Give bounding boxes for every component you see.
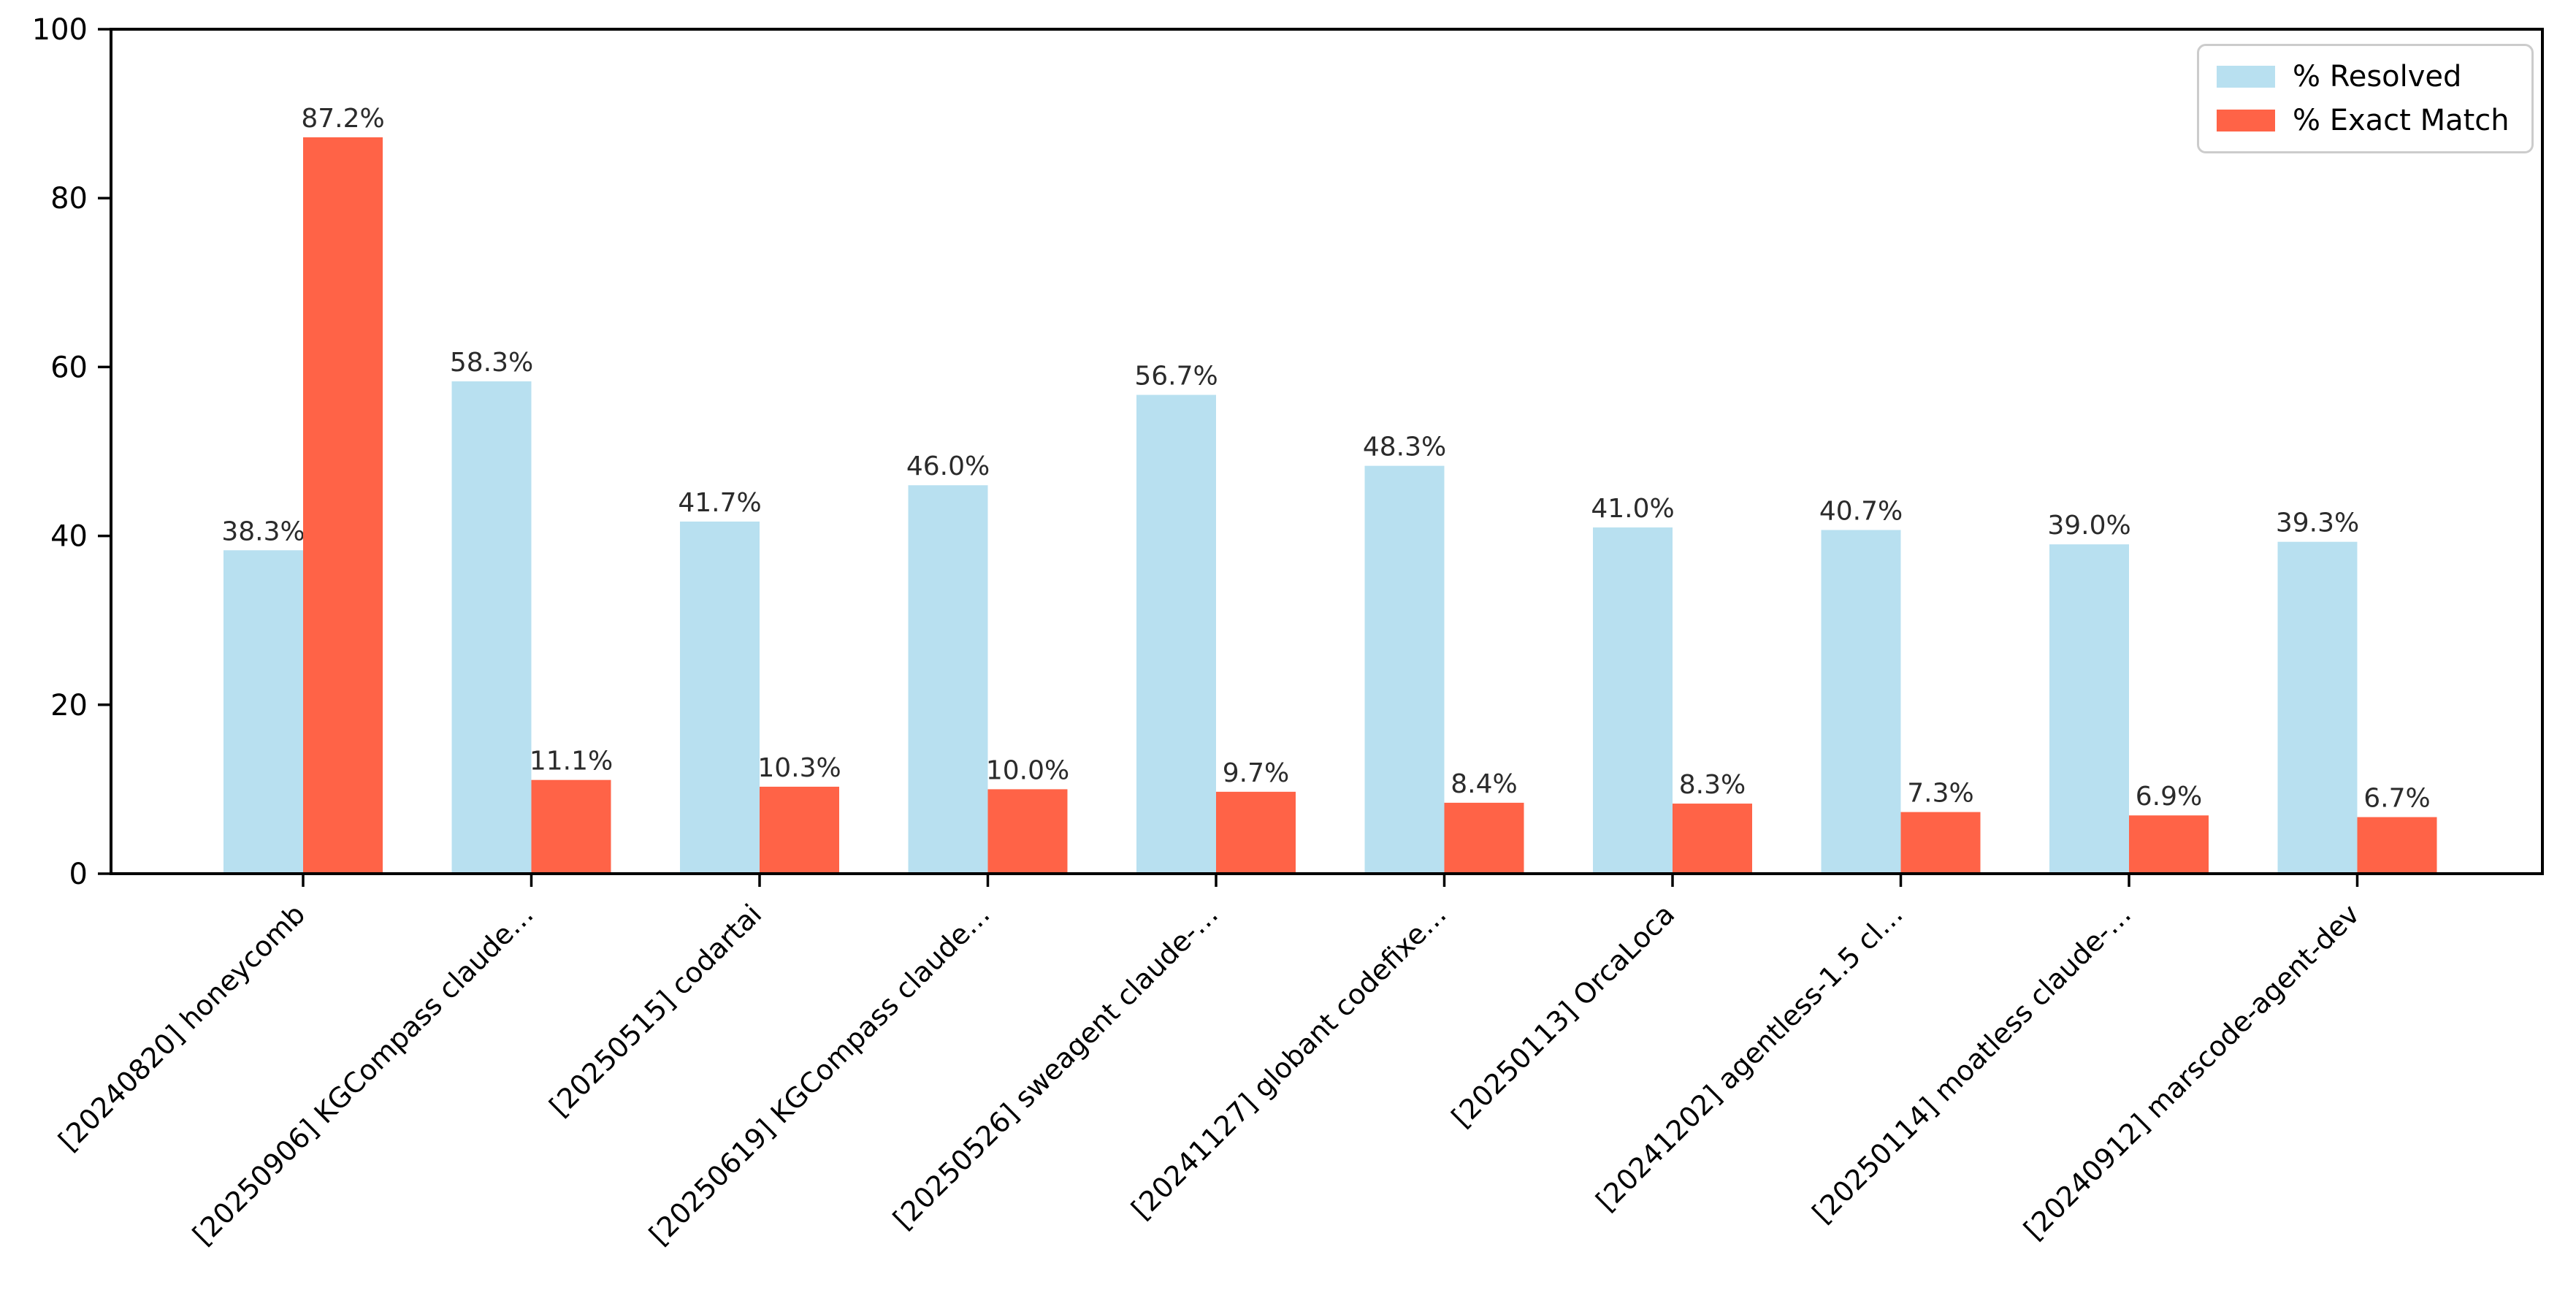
bar-value-label-exact-match-7: 7.3% (1907, 779, 1973, 809)
bar-value-label-resolved-3: 46.0% (906, 451, 990, 481)
legend-item-exact-match: % Exact Match (2217, 104, 2510, 137)
legend-swatch-exact-match (2217, 110, 2275, 131)
bar-value-label-exact-match-5: 8.4% (1451, 769, 1517, 799)
bar-exact-match-9 (2357, 817, 2437, 874)
bar-resolved-4 (1136, 394, 1216, 874)
bar-resolved-7 (1821, 530, 1901, 874)
x-tick-label-6: [20250113] OrcaLoca (1445, 898, 1681, 1133)
bar-value-label-resolved-2: 41.7% (678, 488, 761, 518)
bar-value-label-exact-match-9: 6.7% (2363, 784, 2430, 814)
legend-label-exact-match: % Exact Match (2293, 104, 2510, 137)
y-tick-label-0: 0 (69, 858, 88, 891)
bar-exact-match-8 (2129, 815, 2209, 874)
bar-value-label-exact-match-1: 11.1% (530, 747, 613, 777)
y-tick-label-4: 80 (50, 182, 88, 216)
bar-value-label-resolved-4: 56.7% (1134, 362, 1218, 392)
legend-label-resolved: % Resolved (2293, 60, 2462, 94)
bar-value-label-exact-match-3: 10.0% (986, 755, 1069, 785)
bar-resolved-6 (1593, 527, 1673, 874)
y-tick-label-2: 40 (50, 520, 88, 554)
legend-swatch-resolved (2217, 66, 2275, 88)
bar-exact-match-6 (1673, 804, 1752, 874)
bar-exact-match-0 (303, 137, 383, 874)
bar-value-label-exact-match-8: 6.9% (2136, 782, 2202, 812)
bar-resolved-8 (2049, 544, 2129, 874)
legend-item-resolved: % Resolved (2217, 61, 2510, 93)
bar-value-label-exact-match-0: 87.2% (301, 104, 384, 134)
bar-exact-match-3 (987, 789, 1068, 874)
y-tick-label-1: 20 (50, 689, 88, 722)
bar-value-label-resolved-9: 39.3% (2276, 508, 2359, 538)
bar-exact-match-2 (760, 786, 839, 874)
bar-resolved-3 (908, 485, 988, 874)
bar-value-label-resolved-1: 58.3% (450, 348, 533, 378)
bar-value-label-resolved-7: 40.7% (1819, 497, 1903, 527)
bar-exact-match-5 (1444, 802, 1524, 874)
bar-exact-match-7 (1900, 812, 1981, 874)
bar-value-label-resolved-0: 38.3% (221, 516, 305, 546)
y-tick-label-3: 60 (50, 351, 88, 384)
bar-value-label-exact-match-4: 9.7% (1223, 758, 1289, 788)
bar-resolved-2 (680, 521, 760, 874)
bar-resolved-0 (223, 550, 303, 874)
y-tick-label-5: 100 (32, 13, 88, 47)
x-tick-label-2: [20250515] codartai (543, 898, 768, 1123)
bar-value-label-exact-match-6: 8.3% (1679, 770, 1746, 800)
bar-value-label-resolved-6: 41.0% (1591, 494, 1674, 524)
x-tick-label-0: [20240820] honeycomb (53, 898, 312, 1157)
legend: % Resolved % Exact Match (2197, 44, 2534, 153)
bar-resolved-1 (451, 381, 532, 874)
bar-resolved-9 (2277, 541, 2358, 874)
bar-exact-match-4 (1216, 791, 1296, 874)
bar-value-label-resolved-5: 48.3% (1363, 432, 1446, 462)
bar-resolved-5 (1364, 465, 1445, 874)
plot-border (110, 28, 2544, 875)
bar-value-label-resolved-8: 39.0% (2047, 511, 2130, 541)
bar-exact-match-1 (531, 779, 611, 874)
bar-value-label-exact-match-2: 10.3% (757, 753, 841, 783)
